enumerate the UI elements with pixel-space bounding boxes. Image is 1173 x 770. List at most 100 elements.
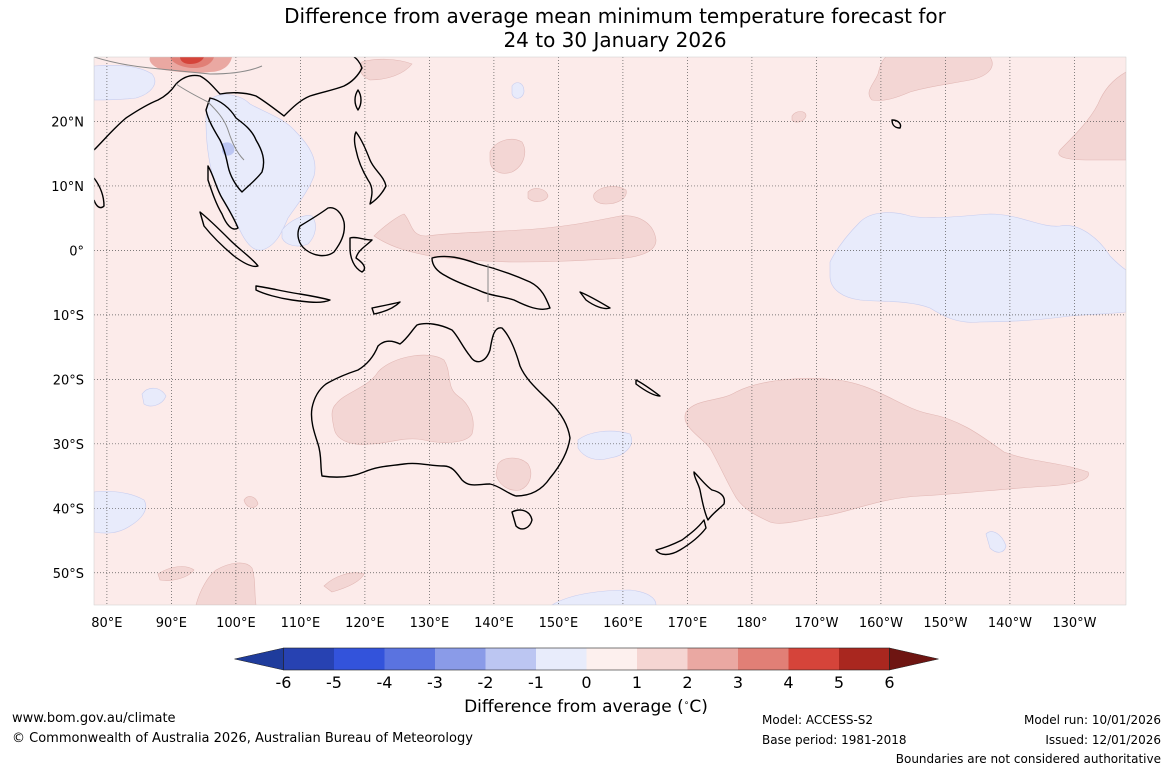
colorbar-tick-label: -1 — [528, 673, 544, 692]
lat-label: 50°S — [53, 567, 84, 582]
lon-label: 160°W — [859, 616, 903, 631]
model-text: Model: ACCESS-S2 — [762, 713, 874, 727]
colorbar-segment — [637, 648, 688, 670]
website-link[interactable]: www.bom.gov.au/climate — [12, 711, 176, 726]
model-run-text: Model run: 10/01/2026 — [1023, 713, 1161, 727]
warm-anomaly-north-pacific — [868, 57, 993, 101]
colorbar-tick-label: 4 — [783, 673, 793, 692]
lon-label: 160°E — [603, 616, 643, 631]
lon-label: 80°E — [91, 616, 122, 631]
warm-anomaly-small-5 — [157, 566, 195, 581]
lon-label: 150°W — [923, 616, 967, 631]
title-line-2: 24 to 30 January 2026 — [503, 28, 727, 52]
issued-text: Issued: 12/01/2026 — [1045, 733, 1161, 747]
lon-label: 150°E — [539, 616, 579, 631]
coastline-new-caledonia — [635, 379, 661, 397]
lat-label: 0° — [69, 244, 84, 259]
colorbar-segment — [485, 648, 536, 670]
coastline-timor — [371, 301, 401, 315]
title-line-1: Difference from average mean minimum tem… — [284, 4, 946, 28]
lat-label: 40°S — [53, 502, 84, 517]
colorbar-segment — [586, 648, 637, 670]
lon-label: 90°E — [156, 616, 187, 631]
base-period-text: Base period: 1981-2018 — [762, 733, 907, 747]
lat-label: 10°S — [53, 309, 84, 324]
coastline-indochina — [205, 97, 265, 193]
lon-label: 170°W — [794, 616, 838, 631]
colorbar-tick-label: -3 — [427, 673, 443, 692]
cool-anomaly-small-2 — [141, 387, 167, 407]
lon-label: 140°E — [474, 616, 514, 631]
coastline-java — [255, 285, 331, 303]
coastlines — [94, 57, 902, 556]
lon-label: 120°E — [345, 616, 385, 631]
coastline-taiwan — [354, 89, 362, 111]
colorbar-tick-label: 6 — [884, 673, 894, 692]
warm-anomaly-indian-ocean — [195, 562, 257, 605]
colorbar-tick-label: -6 — [276, 673, 292, 692]
colorbar-tick-label: 0 — [581, 673, 591, 692]
colorbar-segment — [334, 648, 385, 670]
colorbar-tick-label: 5 — [834, 673, 844, 692]
lon-label: 110°E — [281, 616, 321, 631]
lon-label: 100°E — [216, 616, 256, 631]
coastline-new-zealand-south — [655, 519, 707, 556]
copyright-text: © Commonwealth of Australia 2026, Austra… — [12, 731, 473, 746]
cool-anomaly-small-4 — [551, 589, 657, 605]
coastline-hawaii — [891, 119, 902, 129]
warm-anomaly-small-3 — [527, 188, 549, 202]
colorbar-max-arrow — [889, 647, 939, 671]
cool-anomaly-indochina — [205, 94, 316, 251]
colorbar-tick-label: 1 — [632, 673, 642, 692]
coastline-philippines — [353, 131, 387, 205]
colorbar-tick-label: 2 — [682, 673, 692, 692]
country-borders — [94, 57, 489, 302]
anomaly-contours — [94, 57, 1126, 605]
coastline-tasmania — [511, 509, 533, 530]
lon-label: 130°W — [1052, 616, 1096, 631]
lat-label: 20°S — [53, 373, 84, 388]
coastline-sumatra — [199, 211, 259, 268]
lat-label: 10°N — [51, 180, 84, 195]
graticule — [94, 57, 1126, 605]
colorbar-segment — [839, 648, 890, 670]
coastline-new-guinea — [431, 255, 551, 310]
colorbar-tick-label: -2 — [478, 673, 494, 692]
colorbar-tick-label: 3 — [733, 673, 743, 692]
warm-anomaly-small-8 — [243, 496, 259, 508]
warm-anomaly-small-4 — [359, 58, 413, 81]
colorbar-frame — [283, 647, 890, 671]
colorbar-segment — [384, 648, 435, 670]
border-mainland-se-asia — [175, 83, 245, 161]
colorbar-tick-label: -5 — [326, 673, 342, 692]
colorbar-tick-label: -4 — [377, 673, 393, 692]
coastline-australia — [310, 322, 571, 497]
warm-anomaly-small-1 — [489, 139, 525, 174]
colorbar-min-arrow — [234, 647, 284, 671]
warm-anomaly-sw-pacific — [684, 378, 1089, 524]
warm-anomaly-central-australia — [331, 354, 474, 445]
colorbar-segment — [536, 648, 587, 670]
colorbar: -6 -5 -4 -3 -2 -1 0 1 2 3 4 5 6 — [234, 647, 939, 692]
colorbar-segment — [687, 648, 738, 670]
warm-anomaly-se-australia — [495, 457, 532, 491]
disclaimer-text: Boundaries are not considered authoritat… — [895, 752, 1161, 766]
coastline-sulawesi — [349, 236, 373, 273]
cool-anomaly-east-australia — [577, 430, 632, 460]
cool-anomaly-north-indian — [94, 64, 156, 101]
cool-anomaly-small-1 — [511, 82, 525, 99]
coastline-malay-peninsula — [207, 165, 239, 230]
warm-anomaly-equatorial — [373, 213, 657, 263]
border-northern — [94, 57, 263, 75]
coastline-india-east — [94, 177, 105, 209]
lon-label: 180° — [736, 616, 767, 631]
colorbar-title: Difference from average (∘C) — [464, 697, 708, 717]
coastline-asia-mainland — [94, 57, 363, 151]
warm-anomaly-small-6 — [323, 572, 365, 593]
lon-label: 130°E — [410, 616, 450, 631]
lon-label: 140°W — [988, 616, 1032, 631]
lon-label: 170°E — [668, 616, 708, 631]
colorbar-segment — [435, 648, 486, 670]
longitude-labels: 80°E 90°E 100°E 110°E 120°E 130°E 140°E 150°E 16… — [91, 616, 1096, 631]
